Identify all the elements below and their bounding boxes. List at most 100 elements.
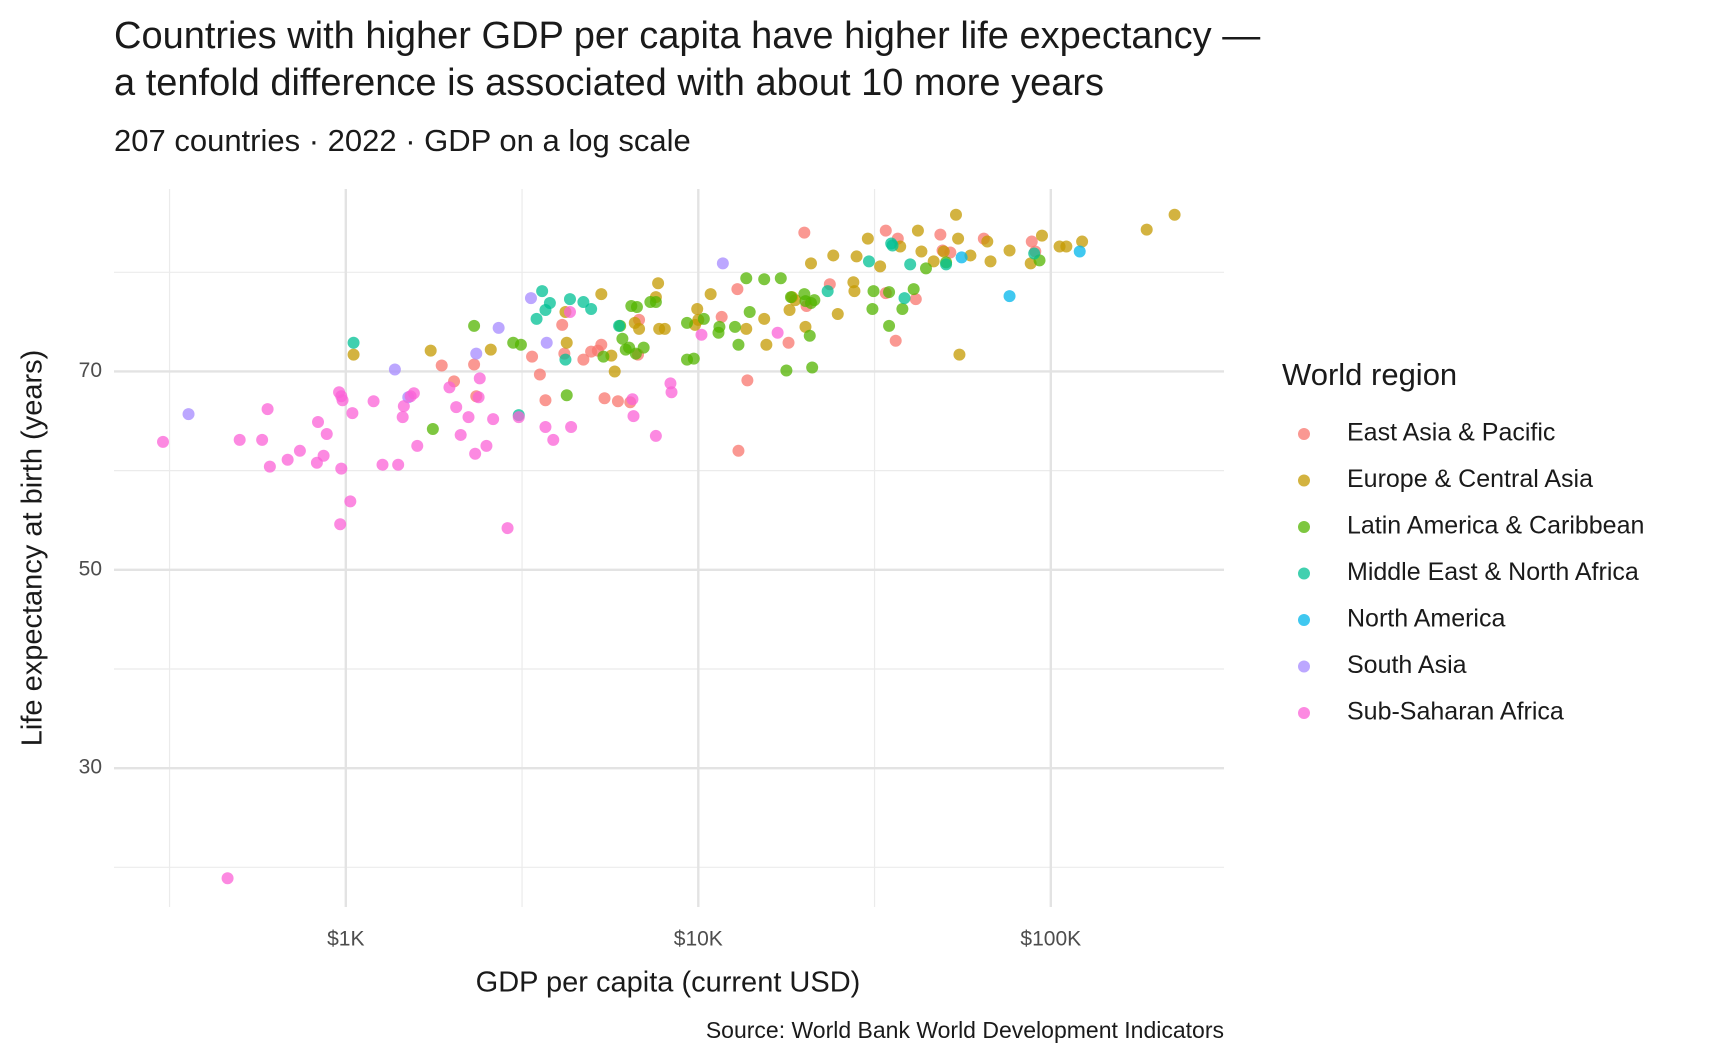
point (758, 273, 771, 286)
point (848, 285, 861, 298)
point (533, 368, 546, 381)
point (743, 305, 756, 318)
point (731, 283, 744, 296)
point (955, 251, 968, 264)
point (780, 364, 793, 377)
point (808, 294, 821, 307)
point (468, 358, 481, 371)
point (468, 319, 481, 332)
legend-title: World region (1282, 357, 1457, 392)
point (695, 328, 708, 341)
point (927, 255, 940, 268)
legend-marker (1298, 428, 1310, 440)
point (1025, 235, 1038, 248)
point (501, 522, 514, 535)
point (480, 439, 493, 452)
chart-title: Countries with higher GDP per capita hav… (114, 15, 1260, 57)
point (850, 250, 863, 263)
legend-marker (1298, 660, 1310, 673)
point (435, 359, 448, 372)
point (715, 310, 728, 323)
point (953, 348, 966, 361)
point (462, 411, 475, 424)
point (469, 447, 482, 460)
point (898, 292, 911, 305)
point (831, 307, 844, 320)
point (713, 320, 726, 333)
point (687, 352, 700, 365)
point (919, 262, 932, 275)
point (484, 343, 497, 356)
legend-label: North America (1347, 605, 1505, 633)
point (874, 260, 887, 273)
point (559, 353, 572, 366)
point (1140, 223, 1153, 236)
point (760, 338, 773, 351)
point (649, 296, 662, 309)
x-tick-label: $1K (327, 928, 364, 951)
point (426, 422, 439, 435)
point (716, 257, 729, 270)
point (312, 416, 325, 429)
point (388, 363, 401, 376)
point (344, 495, 357, 508)
point (952, 232, 965, 245)
point (595, 288, 608, 301)
point (649, 429, 662, 442)
point (470, 347, 483, 360)
legend-label: Latin America & Caribbean (1347, 512, 1644, 540)
point (782, 336, 795, 349)
point (626, 393, 639, 406)
point (563, 293, 576, 306)
point (940, 258, 953, 271)
point (563, 305, 576, 318)
point (539, 421, 552, 434)
point (633, 322, 646, 335)
point (577, 296, 590, 309)
point (866, 302, 879, 315)
point (598, 392, 611, 405)
point (889, 334, 902, 347)
point (740, 272, 753, 285)
point (577, 353, 590, 366)
point (595, 338, 608, 351)
y-axis-label: Life expectancy at birth (years) (17, 350, 49, 747)
point (565, 421, 578, 434)
point (907, 283, 920, 296)
point (317, 449, 330, 462)
point (741, 374, 754, 387)
point (335, 462, 348, 475)
legend-label: Sub-Saharan Africa (1347, 698, 1564, 726)
point (376, 458, 389, 471)
point (233, 433, 246, 446)
legend-marker (1298, 614, 1310, 626)
point (1073, 245, 1086, 258)
point (949, 208, 962, 221)
point (803, 329, 816, 342)
point (732, 444, 745, 457)
point (704, 288, 717, 301)
point (281, 453, 294, 466)
point (367, 395, 380, 408)
point (221, 872, 234, 885)
point (934, 228, 947, 241)
x-axis-label: GDP per capita (current USD) (476, 967, 861, 999)
point (556, 318, 569, 331)
point (681, 316, 694, 329)
point (883, 319, 896, 332)
chart-subtitle: 207 countries · 2022 · GDP on a log scal… (114, 123, 691, 158)
point (443, 381, 456, 394)
point (407, 387, 420, 400)
y-tick-label: 30 (79, 756, 102, 779)
point (827, 249, 840, 262)
point (472, 391, 485, 404)
point (652, 277, 665, 290)
point (847, 276, 860, 289)
point (783, 303, 796, 316)
point (732, 338, 745, 351)
point (862, 255, 875, 268)
point (771, 326, 784, 339)
legend-label: South Asia (1347, 651, 1467, 679)
point (411, 439, 424, 452)
